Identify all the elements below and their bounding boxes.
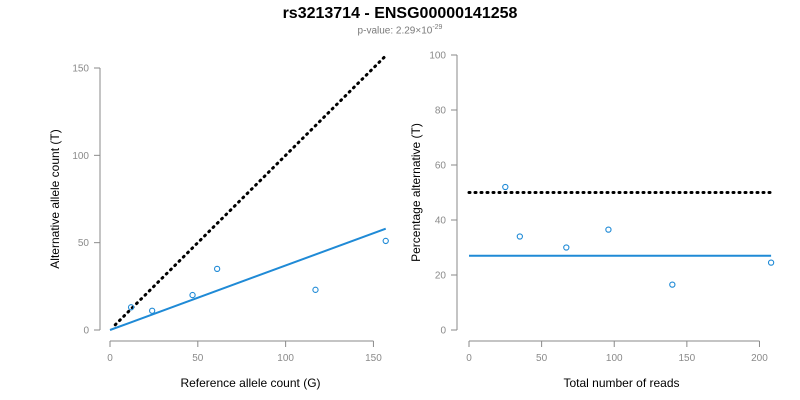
- chart-subtitle: p-value: 2.29×10-29: [0, 24, 800, 36]
- fit-line: [109, 227, 387, 331]
- y-tick-label: 0: [440, 326, 446, 337]
- reference-line: [113, 54, 388, 327]
- data-point: [213, 265, 221, 273]
- y-tick-label: 80: [435, 106, 447, 117]
- data-point: [669, 281, 676, 288]
- y-tick-label: 100: [72, 151, 89, 162]
- x-tick-label: 200: [751, 353, 768, 364]
- data-point: [127, 304, 135, 311]
- x-axis-label: Reference allele count (G): [180, 376, 320, 390]
- y-axis-label: Alternative allele count (T): [48, 129, 62, 268]
- p-value-text: p-value: 2.29×10: [357, 25, 433, 37]
- x-tick-label: 0: [107, 353, 113, 364]
- x-tick-label: 0: [466, 353, 472, 364]
- y-tick-label: 150: [72, 64, 89, 75]
- plot-panel-1: 0 50 100 150 0 50 100 150 Reference allele count…: [48, 54, 389, 390]
- y-tick-label: 0: [83, 326, 89, 337]
- x-axis-label: Total number of reads: [563, 376, 679, 390]
- x-tick-label: 50: [536, 353, 548, 364]
- x-tick-label: 150: [365, 353, 382, 364]
- y-tick-label: 40: [435, 216, 447, 227]
- data-point: [312, 286, 319, 293]
- data-point: [516, 233, 523, 240]
- data-point: [148, 307, 156, 314]
- x-tick-label: 50: [192, 353, 204, 364]
- x-tick-label: 100: [606, 353, 623, 364]
- p-value-exponent: -29: [432, 24, 443, 31]
- data-point: [502, 183, 509, 191]
- data-point: [605, 226, 612, 233]
- y-tick-label: 20: [435, 271, 447, 282]
- y-tick-label: 50: [78, 238, 90, 249]
- y-tick-label: 100: [429, 51, 446, 62]
- data-point: [189, 291, 196, 299]
- chart-title: rs3213714 - ENSG00000141258: [282, 5, 518, 22]
- x-tick-label: 150: [679, 353, 696, 364]
- x-tick-label: 100: [277, 353, 294, 364]
- plot-panel-2: 0 50 100 150 200 0 20 40 60 80 100 Total number of …: [409, 51, 775, 390]
- data-point: [767, 259, 775, 266]
- y-axis-label: Percentage alternative (T): [409, 123, 423, 262]
- data-point: [382, 237, 389, 245]
- y-tick-label: 60: [435, 161, 447, 172]
- data-point: [563, 244, 570, 251]
